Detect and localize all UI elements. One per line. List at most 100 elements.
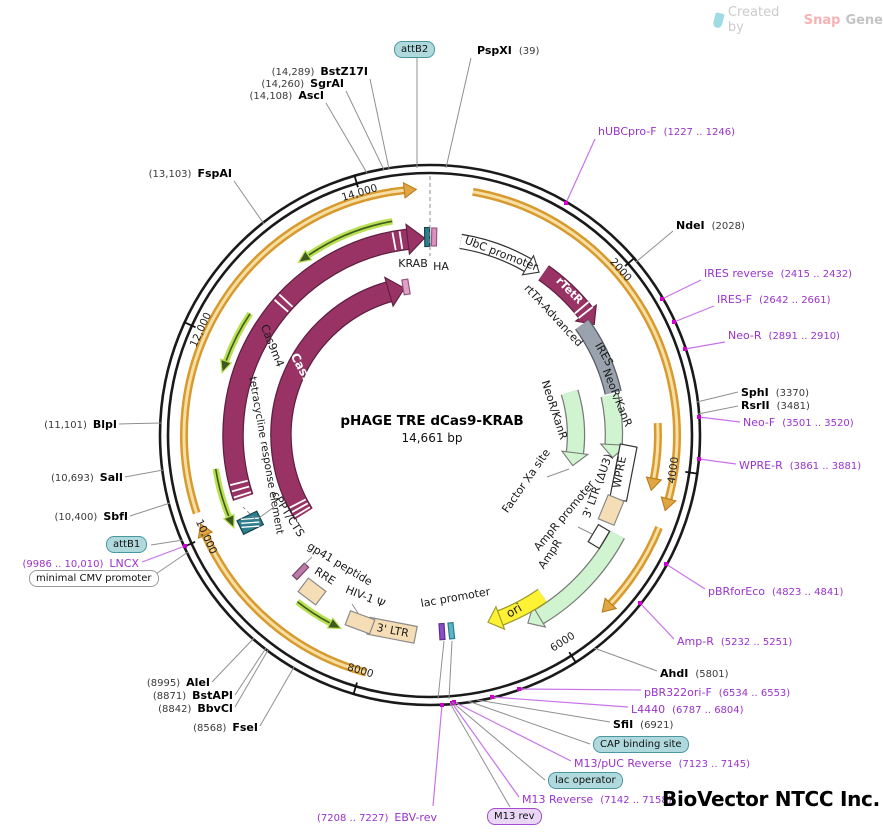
primer-label-neo-f[interactable]: Neo-F (3501 .. 3520) bbox=[743, 416, 854, 429]
primer-label-m13-puc-reverse[interactable]: M13/pUC Reverse (7123 .. 7145) bbox=[574, 757, 750, 770]
enzyme-label-blpi[interactable]: (11,101) BlpI bbox=[44, 418, 117, 431]
gold-orf-arrowhead-0[interactable] bbox=[402, 181, 418, 199]
tre-dcas9-krab-arc-head[interactable] bbox=[405, 223, 426, 256]
enzyme-label-fspai[interactable]: (13,103) FspAI bbox=[149, 167, 232, 180]
neo-f-leader-line bbox=[698, 416, 741, 423]
bbvci-leader-line bbox=[234, 649, 269, 708]
primer-label-ires-f[interactable]: IRES-F (2642 .. 2661) bbox=[717, 293, 831, 306]
enzyme-label-rsrii[interactable]: RsrII (3481) bbox=[741, 399, 810, 412]
ubc-promoter-arrow[interactable] bbox=[459, 234, 532, 271]
enzyme-label-ndei[interactable]: NdeI (2028) bbox=[676, 219, 745, 232]
primer-label-m13-reverse[interactable]: M13 Reverse (7142 .. 7158) bbox=[522, 793, 672, 806]
label-position: (3501 .. 3520) bbox=[782, 418, 854, 429]
neor-kanr-arrow-inner-head[interactable] bbox=[560, 450, 590, 467]
enzyme-label-sfii[interactable]: SfiI (6921) bbox=[613, 718, 674, 731]
enzyme-label-sphi[interactable]: SphI (3370) bbox=[741, 386, 809, 399]
gp41-peptide-bar[interactable] bbox=[291, 562, 310, 581]
pill-label-attb2[interactable]: attB2 bbox=[394, 41, 436, 58]
pill-label-minimal-cmv-promoter[interactable]: minimal CMV promoter bbox=[29, 570, 159, 587]
enzyme-label-ahdi[interactable]: AhdI (5801) bbox=[660, 667, 729, 680]
label-position: (5801) bbox=[695, 669, 728, 680]
label-name: AleI bbox=[186, 676, 210, 689]
label-name: IRES-F bbox=[717, 293, 752, 306]
label-name: Neo-F bbox=[743, 416, 775, 429]
x3ha-bar[interactable] bbox=[401, 278, 411, 296]
feature-label-ori[interactable]: ori bbox=[504, 601, 525, 621]
lac-promoter-bar-purple[interactable] bbox=[438, 622, 446, 641]
feature-label-factor-xa-site[interactable]: Factor Xa site bbox=[499, 446, 553, 515]
hiv1-psi-box[interactable] bbox=[344, 609, 376, 635]
gold-orf-arrowhead-1[interactable] bbox=[660, 496, 677, 512]
primer-label-pbr322ori-f[interactable]: pBR322ori-F (6534 .. 6553) bbox=[644, 686, 790, 699]
junction-dash-2 bbox=[391, 232, 397, 251]
sbfi-leader-line bbox=[129, 502, 171, 517]
pill-label-lac-operator[interactable]: lac operator bbox=[548, 772, 623, 789]
neor-kanr-arrow-outer[interactable] bbox=[601, 393, 622, 446]
tick-mark-6000 bbox=[568, 651, 578, 664]
primer-label-ebv-rev[interactable]: (7208 .. 7227) EBV-rev bbox=[317, 811, 437, 824]
feature-leader-line-5 bbox=[437, 640, 445, 700]
feature-label-ha[interactable]: HA bbox=[433, 260, 449, 273]
feature-label-lac-promoter[interactable]: lac promoter bbox=[420, 585, 492, 610]
label-name: RsrII bbox=[741, 399, 770, 412]
feature-label-ubc-promoter[interactable]: UbC promoter bbox=[463, 234, 540, 274]
enzyme-label-bbvci[interactable]: (8842) BbvCI bbox=[158, 702, 233, 715]
enzyme-label-pspxi[interactable]: PspXI (39) bbox=[477, 44, 540, 57]
gold-orf-arrowhead-2[interactable] bbox=[645, 476, 663, 492]
ha-bar-teal-group bbox=[423, 226, 431, 248]
rre-box[interactable] bbox=[297, 577, 327, 606]
rtetr-arrow[interactable] bbox=[538, 266, 593, 319]
enzyme-label-fsei[interactable]: (8568) FseI bbox=[193, 721, 258, 734]
pbr322ori-f-leader-line bbox=[518, 688, 642, 691]
primer-label-hubcpro-f[interactable]: hUBCpro-F (1227 .. 1246) bbox=[598, 125, 735, 138]
label-name: IRES reverse bbox=[704, 267, 774, 280]
feature-label-hiv-1[interactable]: HIV-1 Ψ bbox=[344, 583, 388, 611]
enzyme-label-bstapi[interactable]: (8871) BstAPI bbox=[153, 689, 233, 702]
enzyme-label-alei[interactable]: (8995) AleI bbox=[147, 676, 210, 689]
primer-label-ires-reverse[interactable]: IRES reverse (2415 .. 2432) bbox=[704, 267, 852, 280]
primer-label-neo-r[interactable]: Neo-R (2891 .. 2910) bbox=[728, 329, 840, 342]
gold-orf-arrowhead-3[interactable] bbox=[601, 597, 618, 613]
feature-label-wpre[interactable]: WPRE bbox=[610, 455, 629, 489]
ubc-promoter-arrow-head[interactable] bbox=[521, 254, 540, 276]
ori-arrow-head[interactable] bbox=[487, 605, 506, 631]
feature-leader-line-2 bbox=[302, 556, 313, 567]
enzyme-label-asci[interactable]: (14,108) AscI bbox=[250, 89, 324, 102]
feature-label-krab[interactable]: KRAB bbox=[398, 257, 427, 270]
feature-label-gp41-peptide[interactable]: gp41 peptide bbox=[305, 540, 375, 589]
label-position: (2415 .. 2432) bbox=[781, 269, 853, 280]
neor-kanr-arrow-inner[interactable] bbox=[561, 389, 584, 454]
cas9-arc-head[interactable] bbox=[383, 276, 406, 308]
delta-u3-box-group bbox=[597, 493, 625, 527]
primer-label-amp-r[interactable]: Amp-R (5232 .. 5251) bbox=[677, 635, 792, 648]
pill-label-attb1[interactable]: attB1 bbox=[106, 536, 148, 553]
enzyme-label-bstz17i[interactable]: (14,289) BstZ17I bbox=[272, 65, 368, 78]
delta-u3-box[interactable] bbox=[597, 493, 625, 527]
ires-box[interactable] bbox=[575, 320, 621, 395]
primer-label-l4440[interactable]: L4440 (6787 .. 6804) bbox=[631, 703, 744, 716]
feature-leader-line-7 bbox=[242, 506, 256, 520]
ampr-arrow[interactable] bbox=[535, 530, 624, 624]
primer-label-wpre-r[interactable]: WPRE-R (3861 .. 3881) bbox=[739, 459, 861, 472]
label-position: (5232 .. 5251) bbox=[721, 637, 793, 648]
ha-bar-teal[interactable] bbox=[423, 226, 431, 248]
cas9-arc[interactable] bbox=[271, 282, 392, 520]
ampr-promoter-box[interactable] bbox=[587, 523, 611, 550]
junction-dash-1 bbox=[278, 293, 294, 308]
enzyme-label-sali[interactable]: (10,693) SalI bbox=[51, 471, 123, 484]
ha-bar-pink[interactable] bbox=[430, 227, 438, 247]
lac-promoter-bar-cyan[interactable] bbox=[447, 621, 456, 640]
tre-dcas9-krab-arc[interactable] bbox=[223, 229, 409, 501]
green-arrowhead-0 bbox=[297, 249, 313, 264]
pill-label-cap-binding-site[interactable]: CAP binding site bbox=[593, 736, 689, 753]
enzyme-label-sgrai[interactable]: (14,260) SgrAI bbox=[261, 77, 344, 90]
label-name: SfiI bbox=[613, 718, 633, 731]
primer-label-lncx[interactable]: (9986 .. 10,010) LNCX bbox=[22, 557, 139, 570]
ori-arrow[interactable] bbox=[497, 589, 547, 625]
enzyme-label-sbfi[interactable]: (10,400) SbfI bbox=[55, 510, 128, 523]
pill-label-m13-rev[interactable]: M13 rev bbox=[487, 808, 542, 825]
label-name: BstZ17I bbox=[320, 65, 368, 78]
gold-orf-arrowhead-4[interactable] bbox=[197, 523, 214, 540]
primer-label-pbrforeco[interactable]: pBRforEco (4823 .. 4841) bbox=[708, 585, 844, 598]
feature-label-3-ltr[interactable]: 3' LTR bbox=[375, 621, 410, 640]
